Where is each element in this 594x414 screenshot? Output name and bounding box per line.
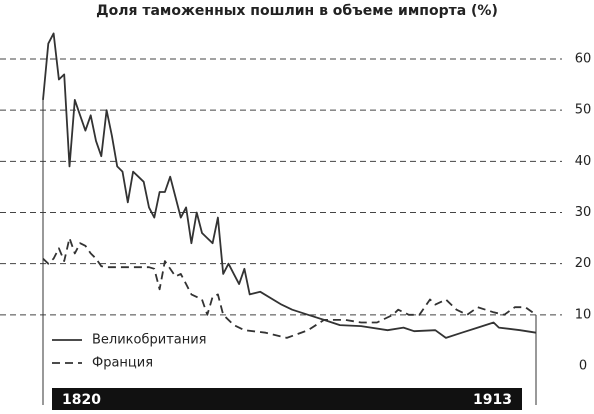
y-tick-label: 30 <box>575 205 592 220</box>
x-tick-label: 1913 <box>473 392 512 408</box>
y-tick-label: 60 <box>575 52 592 67</box>
series-line <box>42 237 537 339</box>
chart-title: Доля таможенных пошлин в объеме импорта … <box>96 3 498 19</box>
x-tick-label: 1820 <box>62 392 101 408</box>
y-tick-label: 50 <box>575 103 592 118</box>
legend-label: Франция <box>92 356 153 371</box>
y-tick-label: 40 <box>575 154 592 169</box>
series-line <box>42 32 537 339</box>
y-tick-label: 20 <box>575 256 592 271</box>
y-tick-label: 10 <box>575 307 592 322</box>
y-tick-label: 0 <box>579 359 587 374</box>
x-axis-band <box>52 388 522 410</box>
legend-label: Великобритания <box>92 333 207 348</box>
